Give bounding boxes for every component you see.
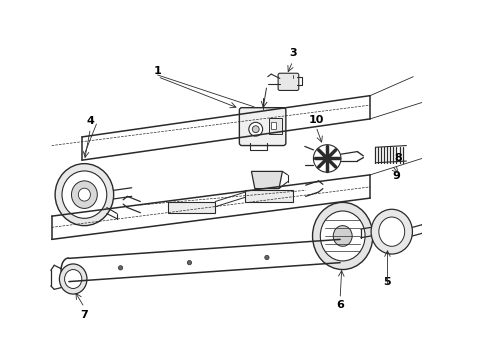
Ellipse shape (59, 264, 87, 294)
Ellipse shape (313, 202, 373, 270)
Polygon shape (251, 171, 282, 189)
Ellipse shape (333, 239, 347, 262)
Circle shape (187, 261, 192, 265)
Text: 8: 8 (394, 153, 402, 163)
Text: 6: 6 (336, 300, 344, 310)
Text: 4: 4 (86, 116, 95, 126)
Ellipse shape (65, 270, 82, 288)
Ellipse shape (320, 211, 365, 261)
FancyBboxPatch shape (239, 108, 286, 145)
Text: 7: 7 (80, 310, 88, 320)
Bar (270, 118, 282, 134)
Ellipse shape (78, 188, 91, 201)
Ellipse shape (379, 217, 405, 246)
FancyBboxPatch shape (278, 73, 299, 90)
Text: 9: 9 (392, 171, 400, 181)
Ellipse shape (55, 164, 114, 226)
Text: 5: 5 (384, 276, 392, 287)
Bar (271, 122, 276, 129)
Ellipse shape (72, 181, 98, 208)
Bar (168, 202, 215, 213)
Text: 1: 1 (154, 66, 161, 76)
Bar (245, 190, 293, 202)
Text: 3: 3 (289, 49, 296, 58)
Ellipse shape (333, 226, 352, 246)
Circle shape (249, 122, 263, 136)
Text: 10: 10 (308, 115, 324, 125)
Ellipse shape (62, 171, 107, 218)
Circle shape (252, 126, 259, 132)
Circle shape (265, 255, 269, 260)
Ellipse shape (371, 209, 413, 254)
Circle shape (119, 266, 122, 270)
